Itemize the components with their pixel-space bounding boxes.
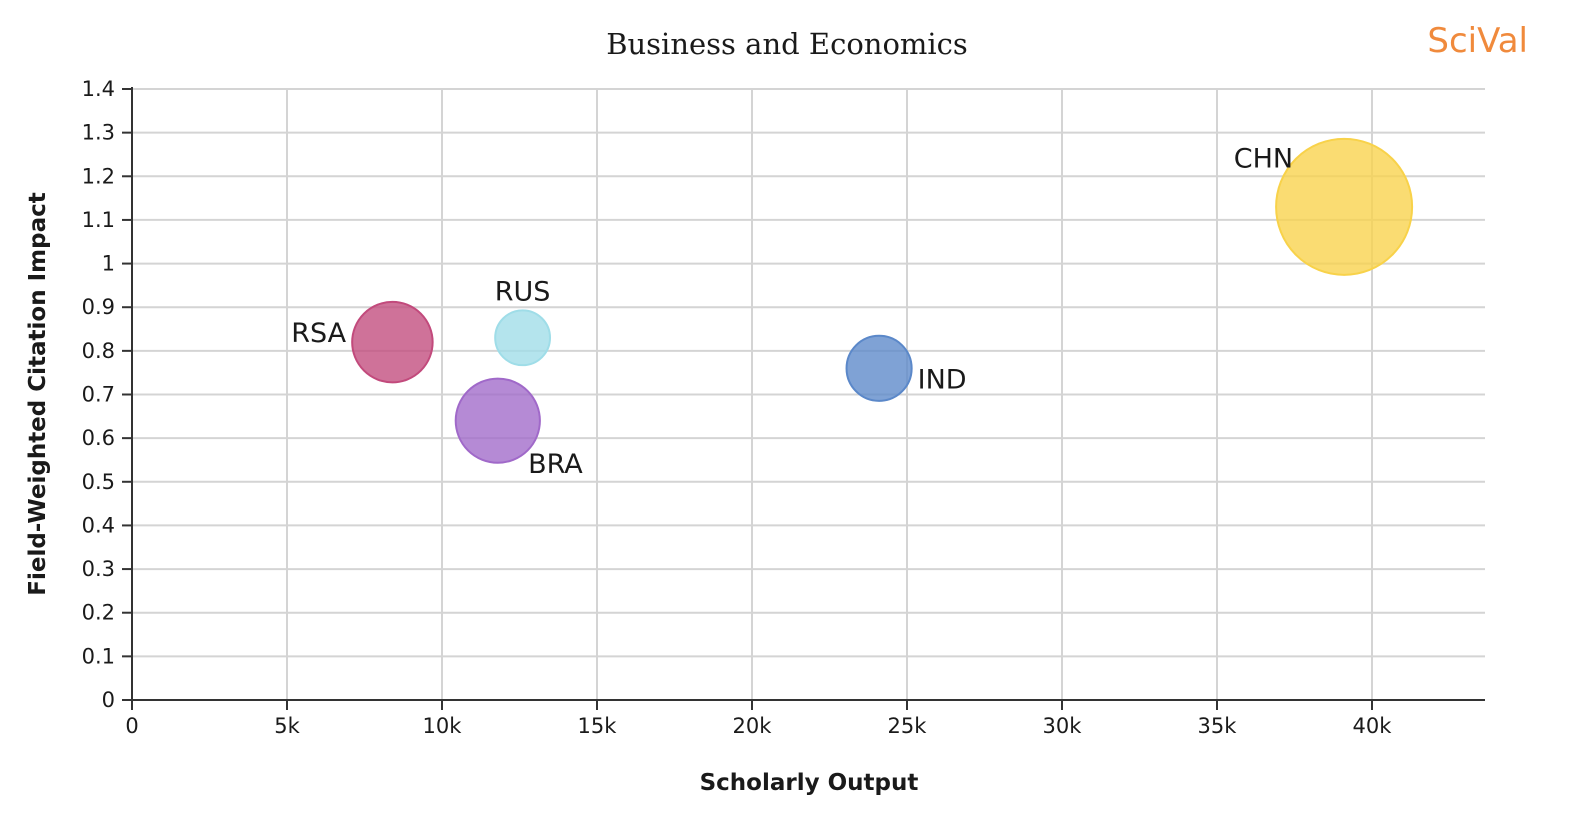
y-tick-label: 0.9 xyxy=(82,295,115,319)
y-tick-label: 1.2 xyxy=(82,164,115,188)
axes: 0 0.1 0.2 0.3 0.4 0.5 0.6 0.7 0.8 0.9 1 1.1 1.2 1.3 1.… xyxy=(82,77,1485,738)
y-tick-label: 0.3 xyxy=(82,557,115,581)
x-tick-label: 35k xyxy=(1198,714,1238,738)
y-tick-label: 0 xyxy=(102,688,115,712)
bubble-bra[interactable] xyxy=(454,377,541,464)
y-axis-title: Field-Weighted Citation Impact xyxy=(25,192,51,595)
bubble-label-ind: IND xyxy=(918,364,967,395)
bubble-label-bra: BRA xyxy=(528,449,583,480)
bubble-rus[interactable] xyxy=(494,309,552,367)
x-tick-label: 25k xyxy=(888,714,928,738)
y-tick-label: 0.7 xyxy=(82,383,115,407)
y-tick-label: 1.1 xyxy=(82,208,115,232)
x-tick-label: 5k xyxy=(274,714,300,738)
bubble-chn[interactable] xyxy=(1275,137,1414,276)
x-tick-label: 10k xyxy=(423,714,463,738)
scival-logo: SciVal xyxy=(1427,21,1528,61)
bubble-rsa[interactable] xyxy=(351,300,434,384)
bubbles xyxy=(351,137,1414,464)
bubble-label-rus: RUS xyxy=(495,276,551,307)
y-tick-label: 0.6 xyxy=(82,426,115,450)
y-tick-label: 1.3 xyxy=(82,121,115,145)
y-tick-label: 0.2 xyxy=(82,601,115,625)
y-tick-label: 1 xyxy=(102,252,115,276)
y-tick-label: 0.8 xyxy=(82,339,115,363)
bubble-labels: RSA RUS BRA IND CHN xyxy=(291,144,1293,480)
x-axis-title: Scholarly Output xyxy=(700,770,919,796)
bubble-label-chn: CHN xyxy=(1234,144,1293,175)
x-tick-label: 30k xyxy=(1043,714,1083,738)
x-tick-label: 15k xyxy=(578,714,618,738)
gridlines xyxy=(132,88,1485,700)
chart-title: Business and Economics xyxy=(606,27,968,61)
bubble-ind[interactable] xyxy=(845,334,913,402)
y-tick-label: 1.4 xyxy=(82,77,115,101)
y-tick-label: 0.1 xyxy=(82,644,115,668)
x-tick-label: 40k xyxy=(1353,714,1393,738)
y-tick-label: 0.5 xyxy=(82,470,115,494)
bubble-label-rsa: RSA xyxy=(291,318,346,349)
x-tick-label: 0 xyxy=(125,714,138,738)
y-tick-label: 0.4 xyxy=(82,513,115,537)
x-tick-label: 20k xyxy=(733,714,773,738)
